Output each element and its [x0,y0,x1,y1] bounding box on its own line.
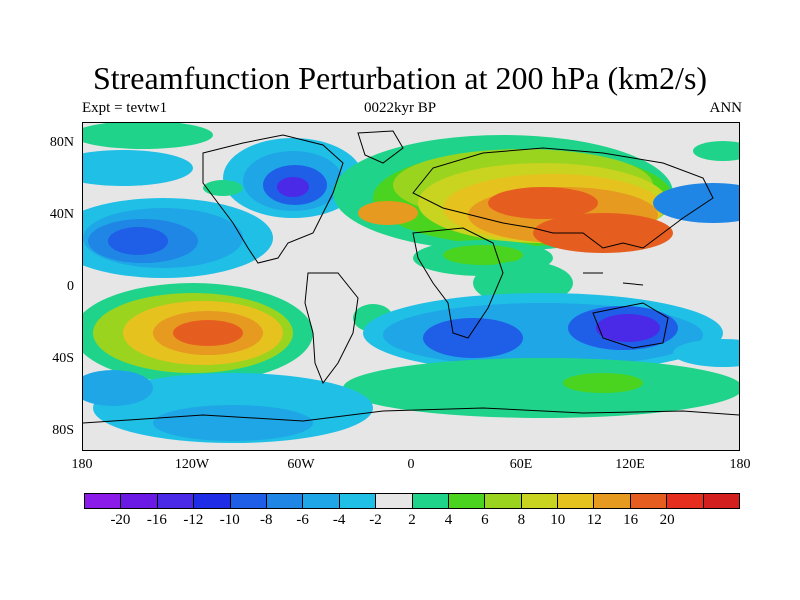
colorbar-label: 8 [517,512,526,528]
lon-label-120w: 120W [174,457,210,472]
colorbar-label: -20 [110,512,131,528]
colorbar-cell [594,494,631,508]
colorbar-label: -12 [183,512,204,528]
colorbar-label: 20 [659,512,675,528]
plot-title: Streamfunction Perturbation at 200 hPa (… [92,60,708,96]
colorbar-label: -2 [369,512,382,528]
colorbar-cell [230,494,267,508]
colorbar-label: 4 [444,512,453,528]
colorbar-cell [558,494,595,508]
lat-label-eq: 0 [67,279,74,294]
colorbar-label: 10 [550,512,566,528]
colorbar-cell [448,494,486,508]
field-contours [83,123,739,443]
coastlines [83,130,739,424]
colorbar-cell [630,494,668,508]
lon-label-60w: 60W [287,457,315,472]
colorbar-cell [85,494,122,508]
time-label: 0022kyr BP [363,100,437,116]
colorbar-cell [266,494,304,508]
colorbar-cell [194,494,231,508]
lat-label-80s: 80S [52,423,74,438]
map-panel [82,122,740,451]
lon-label-180w: 180 [71,457,93,472]
lat-label-40s: 40S [52,351,74,366]
colorbar-label: -8 [259,512,273,528]
colorbar-cell [485,494,522,508]
colorbar-cell [303,494,340,508]
colorbar-cell [121,494,158,508]
colorbar-label: -6 [296,512,309,528]
lon-label-120e: 120E [615,457,645,472]
colorbar-label: -4 [332,512,346,528]
colorbar-label: 6 [481,512,489,528]
lat-label-40n: 40N [49,207,74,222]
season-label: ANN [709,100,743,116]
lon-label-60e: 60E [509,457,533,472]
colorbar-cell [157,494,195,508]
colorbar [84,493,740,509]
lon-label-180e: 180 [729,457,751,472]
colorbar-cell [376,494,413,508]
colorbar-cell [412,494,449,508]
colorbar-label: -10 [219,512,240,528]
colorbar-labels: -20 -16 -12 -10 -8 -6 -4 -2 2 4 6 8 10 12 16 20 [84,512,740,532]
colorbar-label: 2 [408,512,416,528]
colorbar-cell [667,494,704,508]
colorbar-label: 12 [586,512,602,528]
colorbar-cell [703,494,740,508]
experiment-label: Expt = tevtw1 [82,100,168,116]
colorbar-cell [521,494,559,508]
colorbar-label: -16 [146,512,167,528]
streamfunction-map [83,123,739,450]
lon-label-0: 0 [407,457,415,472]
colorbar-label: 16 [623,512,639,528]
colorbar-cell [339,494,377,508]
lat-label-80n: 80N [49,135,74,150]
